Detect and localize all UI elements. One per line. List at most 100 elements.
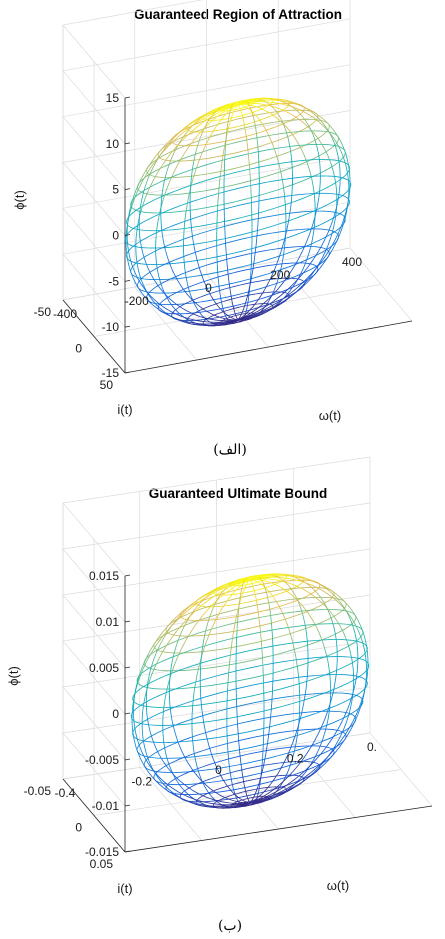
mesh-line xyxy=(152,175,156,178)
mesh-line xyxy=(299,657,309,660)
mesh-line xyxy=(282,146,290,148)
mesh-line xyxy=(270,584,273,587)
mesh-line xyxy=(277,256,280,261)
mesh-line xyxy=(170,137,175,142)
mesh-line xyxy=(300,229,308,234)
mesh-line xyxy=(139,207,141,212)
mesh-line xyxy=(269,300,274,305)
mesh-line xyxy=(210,309,217,312)
mesh-line xyxy=(267,111,271,114)
mesh-line xyxy=(211,130,214,135)
mesh-line xyxy=(139,686,144,690)
mesh-line xyxy=(250,281,256,284)
mesh-line xyxy=(322,585,327,588)
mesh-line xyxy=(280,118,283,122)
mesh-line xyxy=(131,202,134,208)
mesh-line xyxy=(245,790,249,792)
mesh-line xyxy=(289,294,294,298)
mesh-line xyxy=(168,633,172,635)
mesh-line xyxy=(246,752,254,755)
mesh-line xyxy=(168,315,173,318)
mesh-line xyxy=(221,309,224,313)
mesh-line xyxy=(173,634,177,636)
mesh-line xyxy=(285,577,291,580)
mesh-line xyxy=(307,108,311,112)
mesh-line xyxy=(170,265,173,270)
mesh-line xyxy=(286,120,291,123)
mesh-line xyxy=(183,287,189,290)
mesh-line xyxy=(126,258,129,263)
mesh-line xyxy=(328,755,333,760)
mesh-line xyxy=(134,280,137,285)
mesh-line xyxy=(234,109,241,112)
mesh-line xyxy=(283,195,292,198)
mesh-line xyxy=(317,135,322,139)
mesh-line xyxy=(229,764,238,767)
mesh-line xyxy=(339,596,343,601)
mesh-line xyxy=(175,245,184,248)
mesh-line xyxy=(209,146,218,150)
mesh-line xyxy=(245,649,255,653)
mesh-line xyxy=(224,112,228,116)
mesh-line xyxy=(244,113,248,116)
mesh-line xyxy=(214,632,221,635)
mesh-line xyxy=(224,312,228,316)
mesh-line xyxy=(156,151,160,156)
mesh-line xyxy=(284,177,293,180)
mesh-line xyxy=(227,604,232,607)
mesh-line xyxy=(338,602,342,606)
mesh-line xyxy=(305,660,313,665)
mesh-line xyxy=(296,109,299,113)
mesh-line xyxy=(255,250,263,254)
mesh-line xyxy=(182,126,187,130)
mesh-line xyxy=(236,731,246,735)
mesh-line xyxy=(171,304,174,308)
mesh-line xyxy=(296,613,303,616)
tick-mark xyxy=(124,142,131,145)
axis-line xyxy=(124,320,413,374)
mesh-line xyxy=(348,624,353,626)
mesh-line xyxy=(315,762,318,764)
mesh-line xyxy=(235,315,237,318)
mesh-line xyxy=(262,579,266,582)
mesh-line xyxy=(266,148,275,151)
mesh-line xyxy=(270,112,274,116)
mesh-line xyxy=(191,259,201,262)
mesh-line xyxy=(168,224,176,228)
mesh-line xyxy=(191,323,196,326)
mesh-line xyxy=(336,196,342,200)
mesh-line xyxy=(234,199,244,203)
mesh-line xyxy=(348,643,353,647)
mesh-line xyxy=(186,310,190,313)
mesh-line xyxy=(342,627,347,631)
mesh-line xyxy=(147,768,151,771)
mesh-line xyxy=(280,266,288,271)
mesh-line xyxy=(268,601,277,604)
mesh-line xyxy=(215,109,221,113)
mesh-line xyxy=(200,163,209,168)
mesh-line xyxy=(330,182,336,186)
mesh-line xyxy=(176,775,181,779)
mesh-line xyxy=(340,176,344,179)
mesh-line xyxy=(284,288,289,293)
mesh-line xyxy=(155,158,159,163)
mesh-line xyxy=(252,111,255,115)
mesh-line xyxy=(170,705,178,710)
mesh-line xyxy=(184,226,193,229)
mesh-line xyxy=(167,207,175,211)
mesh-line xyxy=(209,205,218,208)
mesh-line xyxy=(199,138,206,142)
mesh-line xyxy=(312,658,321,662)
mesh-line xyxy=(307,593,312,596)
mesh-line xyxy=(275,107,280,110)
mesh-line xyxy=(361,672,365,676)
mesh-line xyxy=(206,287,209,291)
mesh-line xyxy=(194,167,198,172)
mesh-line xyxy=(275,247,283,250)
mesh-line xyxy=(144,182,148,187)
mesh-line xyxy=(345,637,348,643)
mesh-line xyxy=(173,722,181,727)
mesh-line xyxy=(274,286,276,290)
mesh-line xyxy=(227,795,230,798)
mesh-line xyxy=(135,246,140,248)
